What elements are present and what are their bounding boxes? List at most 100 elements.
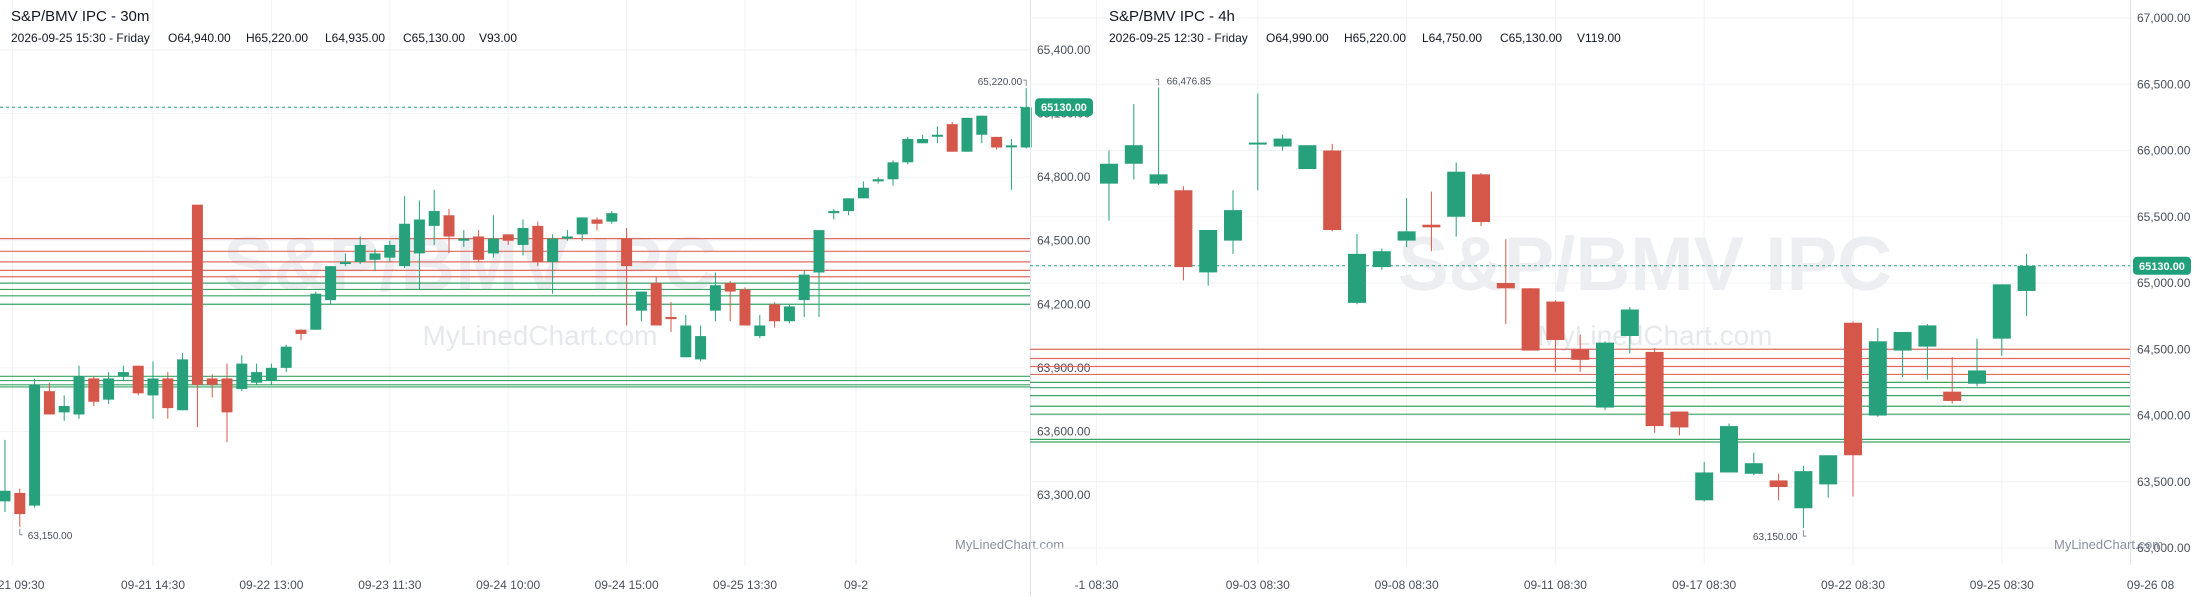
candle[interactable] <box>976 115 988 144</box>
candle[interactable] <box>635 291 647 322</box>
candle[interactable] <box>813 230 825 317</box>
candle[interactable] <box>162 372 174 419</box>
candle[interactable] <box>103 372 115 404</box>
candle[interactable] <box>1546 300 1565 372</box>
candle[interactable] <box>295 329 307 341</box>
candle[interactable] <box>1868 328 1887 417</box>
candle[interactable] <box>1372 248 1391 270</box>
candle[interactable] <box>917 134 929 144</box>
candle[interactable] <box>872 177 884 184</box>
candle[interactable] <box>1005 139 1017 190</box>
candle[interactable] <box>1670 411 1689 436</box>
candle[interactable] <box>769 302 781 328</box>
candle[interactable] <box>591 217 603 231</box>
candle[interactable] <box>1273 134 1292 151</box>
candle[interactable] <box>1769 473 1788 501</box>
candle[interactable] <box>1248 93 1267 191</box>
candle[interactable] <box>1943 357 1962 404</box>
brand-30m[interactable]: MyLinedChart.com <box>955 537 1064 552</box>
candle[interactable] <box>369 249 381 271</box>
candle[interactable] <box>1224 190 1242 254</box>
candle[interactable] <box>339 253 351 267</box>
candle[interactable] <box>1596 341 1614 411</box>
candle[interactable] <box>1571 334 1590 372</box>
candle[interactable] <box>265 363 277 385</box>
candle[interactable] <box>1645 347 1664 433</box>
candle[interactable] <box>709 272 721 322</box>
candle[interactable] <box>991 136 1003 150</box>
candle[interactable] <box>1422 191 1441 252</box>
candle[interactable] <box>843 198 855 216</box>
candle[interactable] <box>1844 321 1862 497</box>
candle[interactable] <box>58 395 70 421</box>
candle[interactable] <box>902 136 914 165</box>
candle[interactable] <box>413 200 425 290</box>
candle[interactable] <box>1020 88 1032 149</box>
candle[interactable] <box>1298 145 1317 170</box>
candle[interactable] <box>547 234 559 294</box>
time-axis-4h[interactable]: -1 08:30 09-03 08:30 09-08 08:30 09-11 08:3… <box>1075 578 2175 592</box>
candle[interactable] <box>325 266 337 305</box>
candle[interactable] <box>191 204 203 428</box>
candle[interactable] <box>206 374 218 398</box>
time-axis-30m[interactable]: 09-21 09:30 09-21 14:30 09-22 13:00 09-23 1… <box>0 578 868 592</box>
candle[interactable] <box>310 291 322 330</box>
candle[interactable] <box>576 217 588 241</box>
candle[interactable] <box>1174 186 1193 281</box>
brand-4h[interactable]: MyLinedChart.com <box>2054 537 2163 552</box>
candle[interactable] <box>621 228 633 326</box>
candle[interactable] <box>280 344 292 373</box>
candle[interactable] <box>384 240 396 262</box>
candle[interactable] <box>177 353 189 411</box>
candle[interactable] <box>1744 452 1763 476</box>
candle[interactable] <box>665 302 677 332</box>
candle[interactable] <box>695 325 707 362</box>
candle[interactable] <box>2017 253 2036 317</box>
candle[interactable] <box>1918 324 1937 380</box>
candle[interactable] <box>931 126 943 144</box>
candle[interactable] <box>458 230 470 248</box>
candle[interactable] <box>1100 150 1118 221</box>
candle[interactable] <box>1794 465 1813 529</box>
candle[interactable] <box>1819 455 1838 498</box>
candle[interactable] <box>961 117 973 152</box>
candle[interactable] <box>1397 198 1416 248</box>
price-axis-4h[interactable]: 63,000.00 63,500.00 64,000.00 64,500.00 65,0… <box>2137 11 2191 555</box>
candle[interactable] <box>1968 338 1986 387</box>
candle[interactable] <box>473 230 485 262</box>
candle[interactable] <box>517 219 529 256</box>
candle[interactable] <box>1199 230 1218 286</box>
candle[interactable] <box>1695 461 1714 502</box>
candle[interactable] <box>1720 423 1738 473</box>
candle[interactable] <box>29 378 41 508</box>
candle[interactable] <box>399 196 411 269</box>
candle[interactable] <box>14 488 26 527</box>
candle[interactable] <box>650 276 662 326</box>
candle[interactable] <box>606 211 618 224</box>
candle[interactable] <box>88 376 100 406</box>
candle[interactable] <box>783 304 795 324</box>
candle[interactable] <box>502 234 514 245</box>
candle[interactable] <box>1620 306 1639 354</box>
candle[interactable] <box>754 314 766 339</box>
candle[interactable] <box>1496 239 1515 325</box>
candle[interactable] <box>1348 233 1366 305</box>
candle[interactable] <box>43 382 55 415</box>
candle[interactable] <box>73 365 85 419</box>
candle[interactable] <box>739 287 751 326</box>
candle[interactable] <box>147 361 159 419</box>
candle[interactable] <box>132 365 144 396</box>
candle[interactable] <box>1323 143 1342 232</box>
candle[interactable] <box>221 363 233 443</box>
candle[interactable] <box>428 189 440 245</box>
candle[interactable] <box>0 439 11 512</box>
candle[interactable] <box>1472 173 1490 227</box>
candle[interactable] <box>887 160 899 186</box>
candle[interactable] <box>354 236 366 265</box>
candle[interactable] <box>680 314 692 358</box>
candle[interactable] <box>561 230 573 241</box>
candle[interactable] <box>532 221 544 267</box>
candle[interactable] <box>1447 162 1466 237</box>
candle[interactable] <box>1521 288 1540 351</box>
candle[interactable] <box>946 122 958 152</box>
